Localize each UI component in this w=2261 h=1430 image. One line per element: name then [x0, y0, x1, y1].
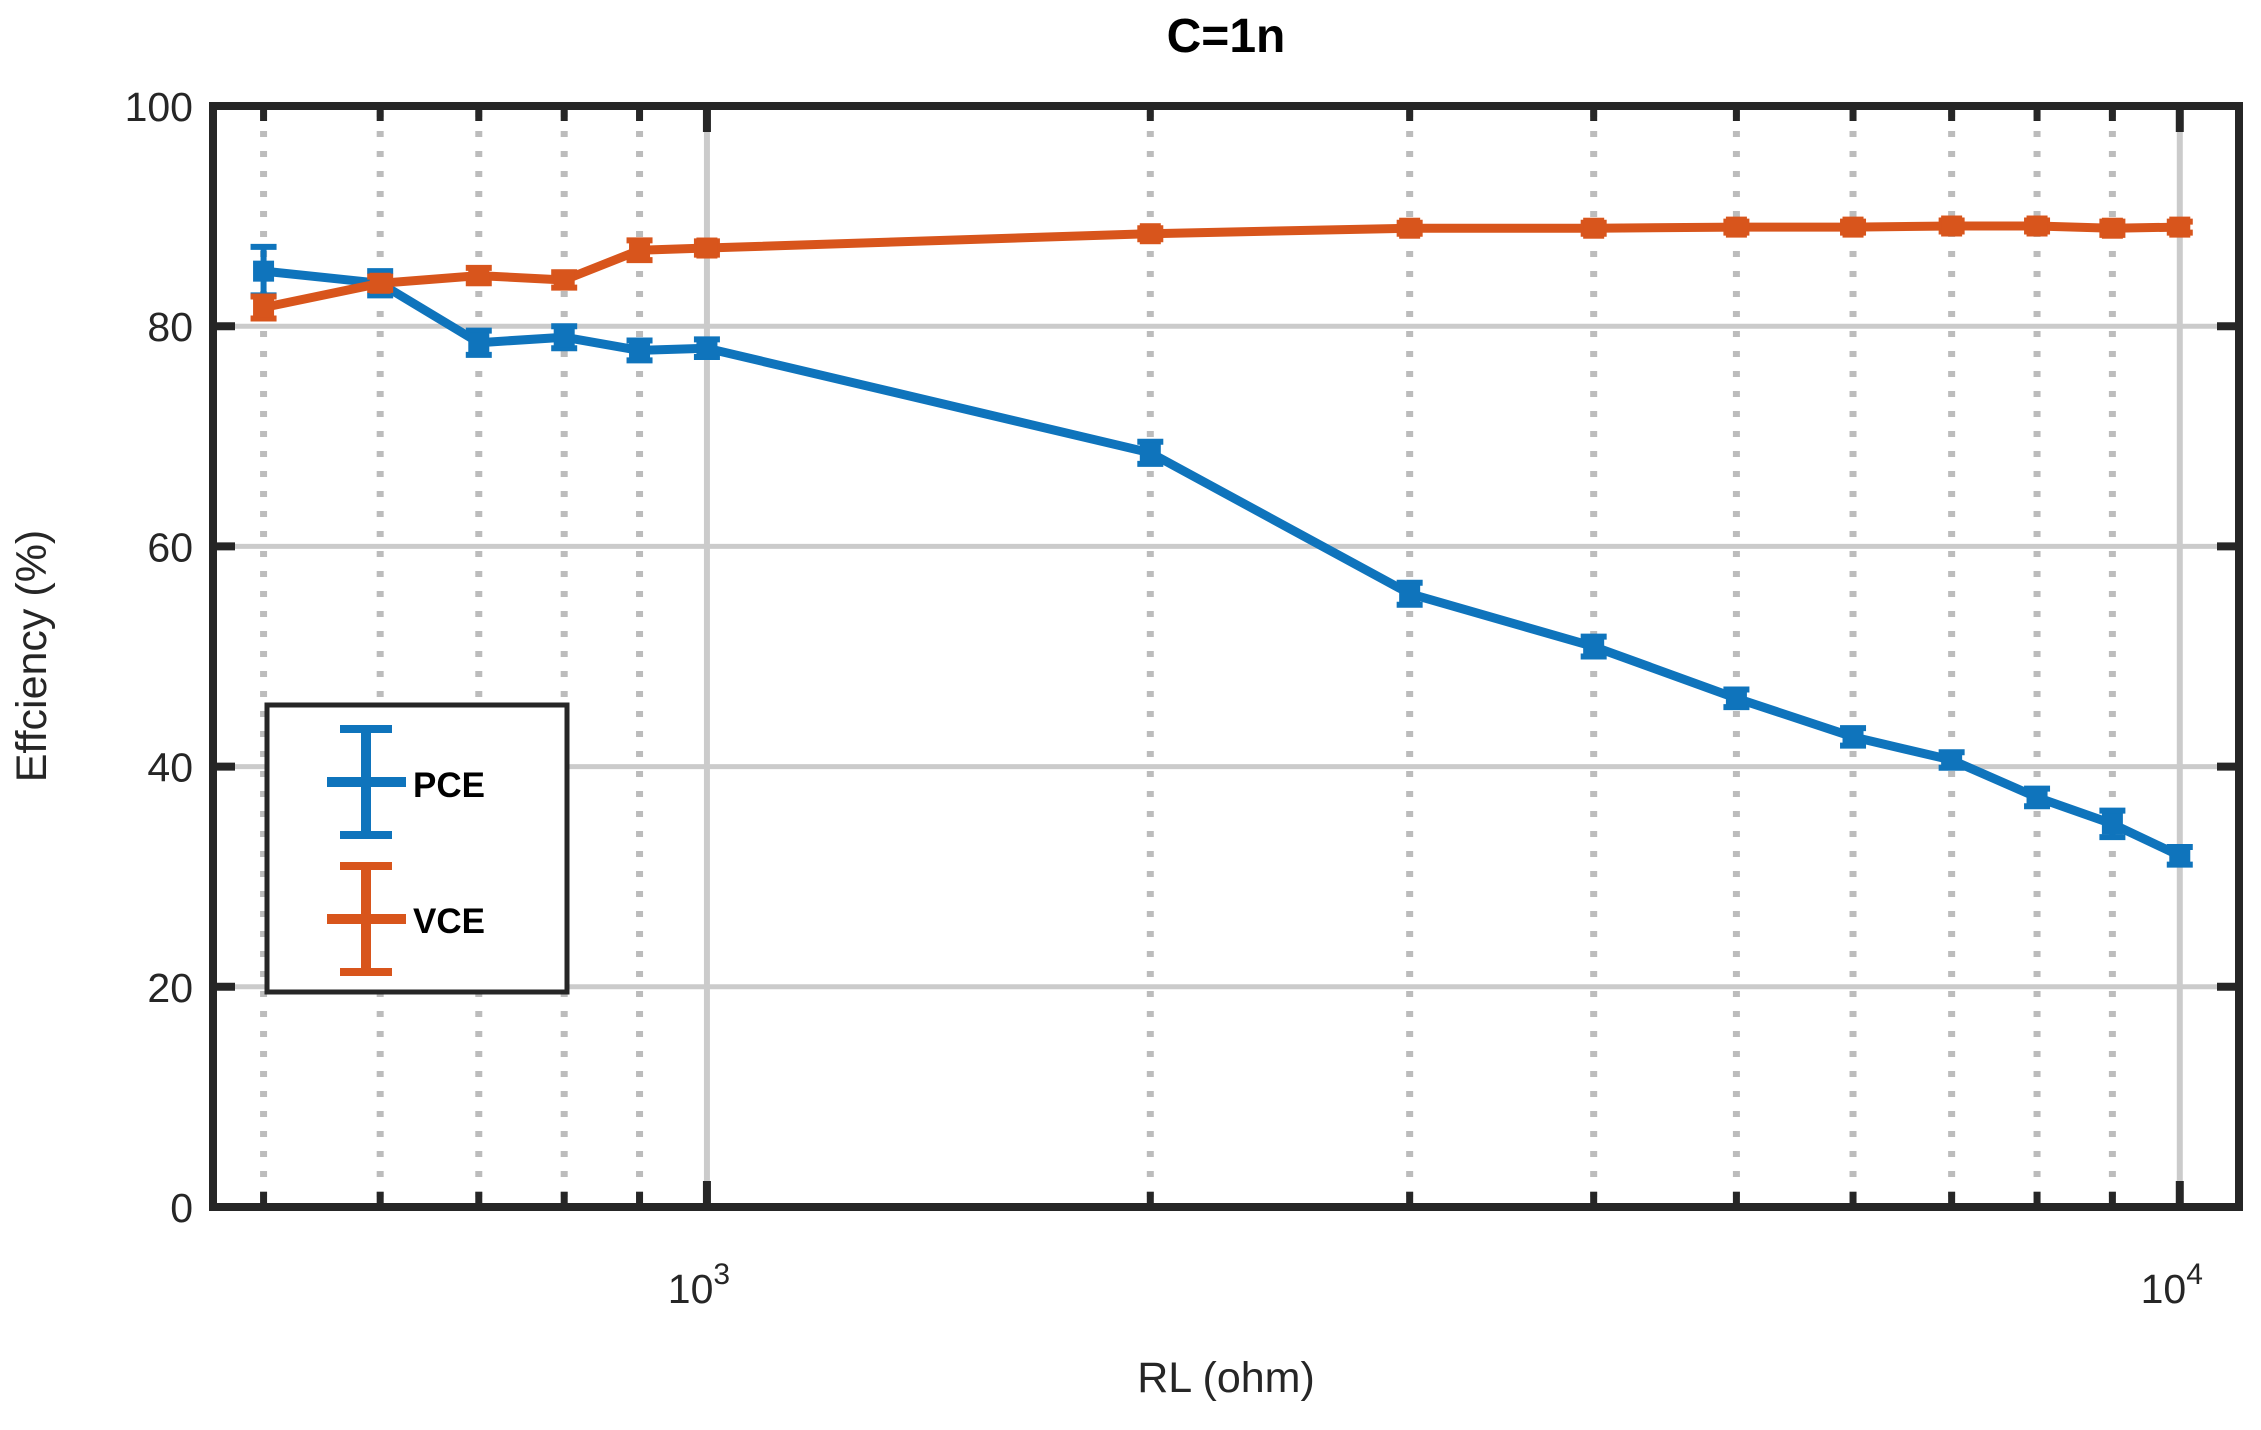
y-tick-label: 60: [147, 524, 193, 570]
pce-marker: [1725, 687, 1747, 709]
vce-marker: [1941, 215, 1963, 237]
vce-marker: [2101, 217, 2123, 239]
legend-symbols: [327, 725, 406, 976]
pce-marker: [629, 339, 651, 361]
tick-label-layer: 0 20 40 60 80 100 103 104: [125, 84, 2203, 1312]
pce-marker: [468, 332, 490, 354]
vce-marker: [629, 239, 651, 261]
vce-marker: [253, 296, 275, 318]
vce-series: [250, 215, 2193, 322]
legend-label-vce: VCE: [413, 902, 485, 941]
vce-marker: [1725, 216, 1747, 238]
vce-marker: [468, 265, 490, 287]
plot-frame: [209, 102, 2243, 1211]
vce-marker: [2026, 215, 2048, 237]
pce-marker: [1139, 442, 1161, 464]
vce-marker: [1842, 216, 1864, 238]
pce-marker: [1842, 726, 1864, 748]
y-axis-label: Effciency (%): [8, 530, 56, 783]
vce-line: [262, 221, 2180, 312]
pce-marker: [2026, 786, 2048, 808]
y-tick-label: 20: [147, 965, 193, 1011]
series-layer: [250, 215, 2193, 868]
pce-marker: [1941, 749, 1963, 771]
pce-marker: [1583, 636, 1605, 658]
x-tick-label: 104: [2141, 1258, 2203, 1312]
y-tick-label: 40: [147, 745, 193, 791]
legend: PCE VCE: [264, 702, 570, 995]
vce-marker: [369, 272, 391, 294]
legend-symbol-pce: [327, 725, 406, 839]
vce-marker: [1583, 217, 1605, 239]
grid-layer: [217, 110, 2235, 1203]
x-tick-label: 103: [668, 1258, 730, 1312]
legend-symbol-vce: [327, 862, 406, 976]
pce-series: [250, 243, 2193, 868]
y-tick-label: 80: [147, 304, 193, 350]
axes-border: [209, 102, 2243, 1211]
vce-marker: [553, 269, 575, 291]
pce-marker: [696, 337, 718, 359]
chart-title: C=1n: [1167, 10, 1286, 63]
x-axis-label: RL (ohm): [1137, 1354, 1315, 1402]
legend-label-pce: PCE: [413, 766, 485, 805]
vce-marker: [1399, 217, 1421, 239]
pce-marker: [2101, 813, 2123, 835]
pce-marker: [553, 326, 575, 348]
y-tick-label: 100: [125, 84, 193, 130]
vce-marker: [1139, 223, 1161, 245]
vce-marker: [2169, 216, 2191, 238]
pce-marker: [253, 260, 275, 282]
legend-box: [264, 702, 570, 995]
pce-marker: [2169, 845, 2191, 867]
pce-marker: [1399, 583, 1421, 605]
y-tick-label: 0: [170, 1185, 193, 1231]
vce-marker: [696, 237, 718, 259]
tick-layer: [213, 102, 2239, 1211]
